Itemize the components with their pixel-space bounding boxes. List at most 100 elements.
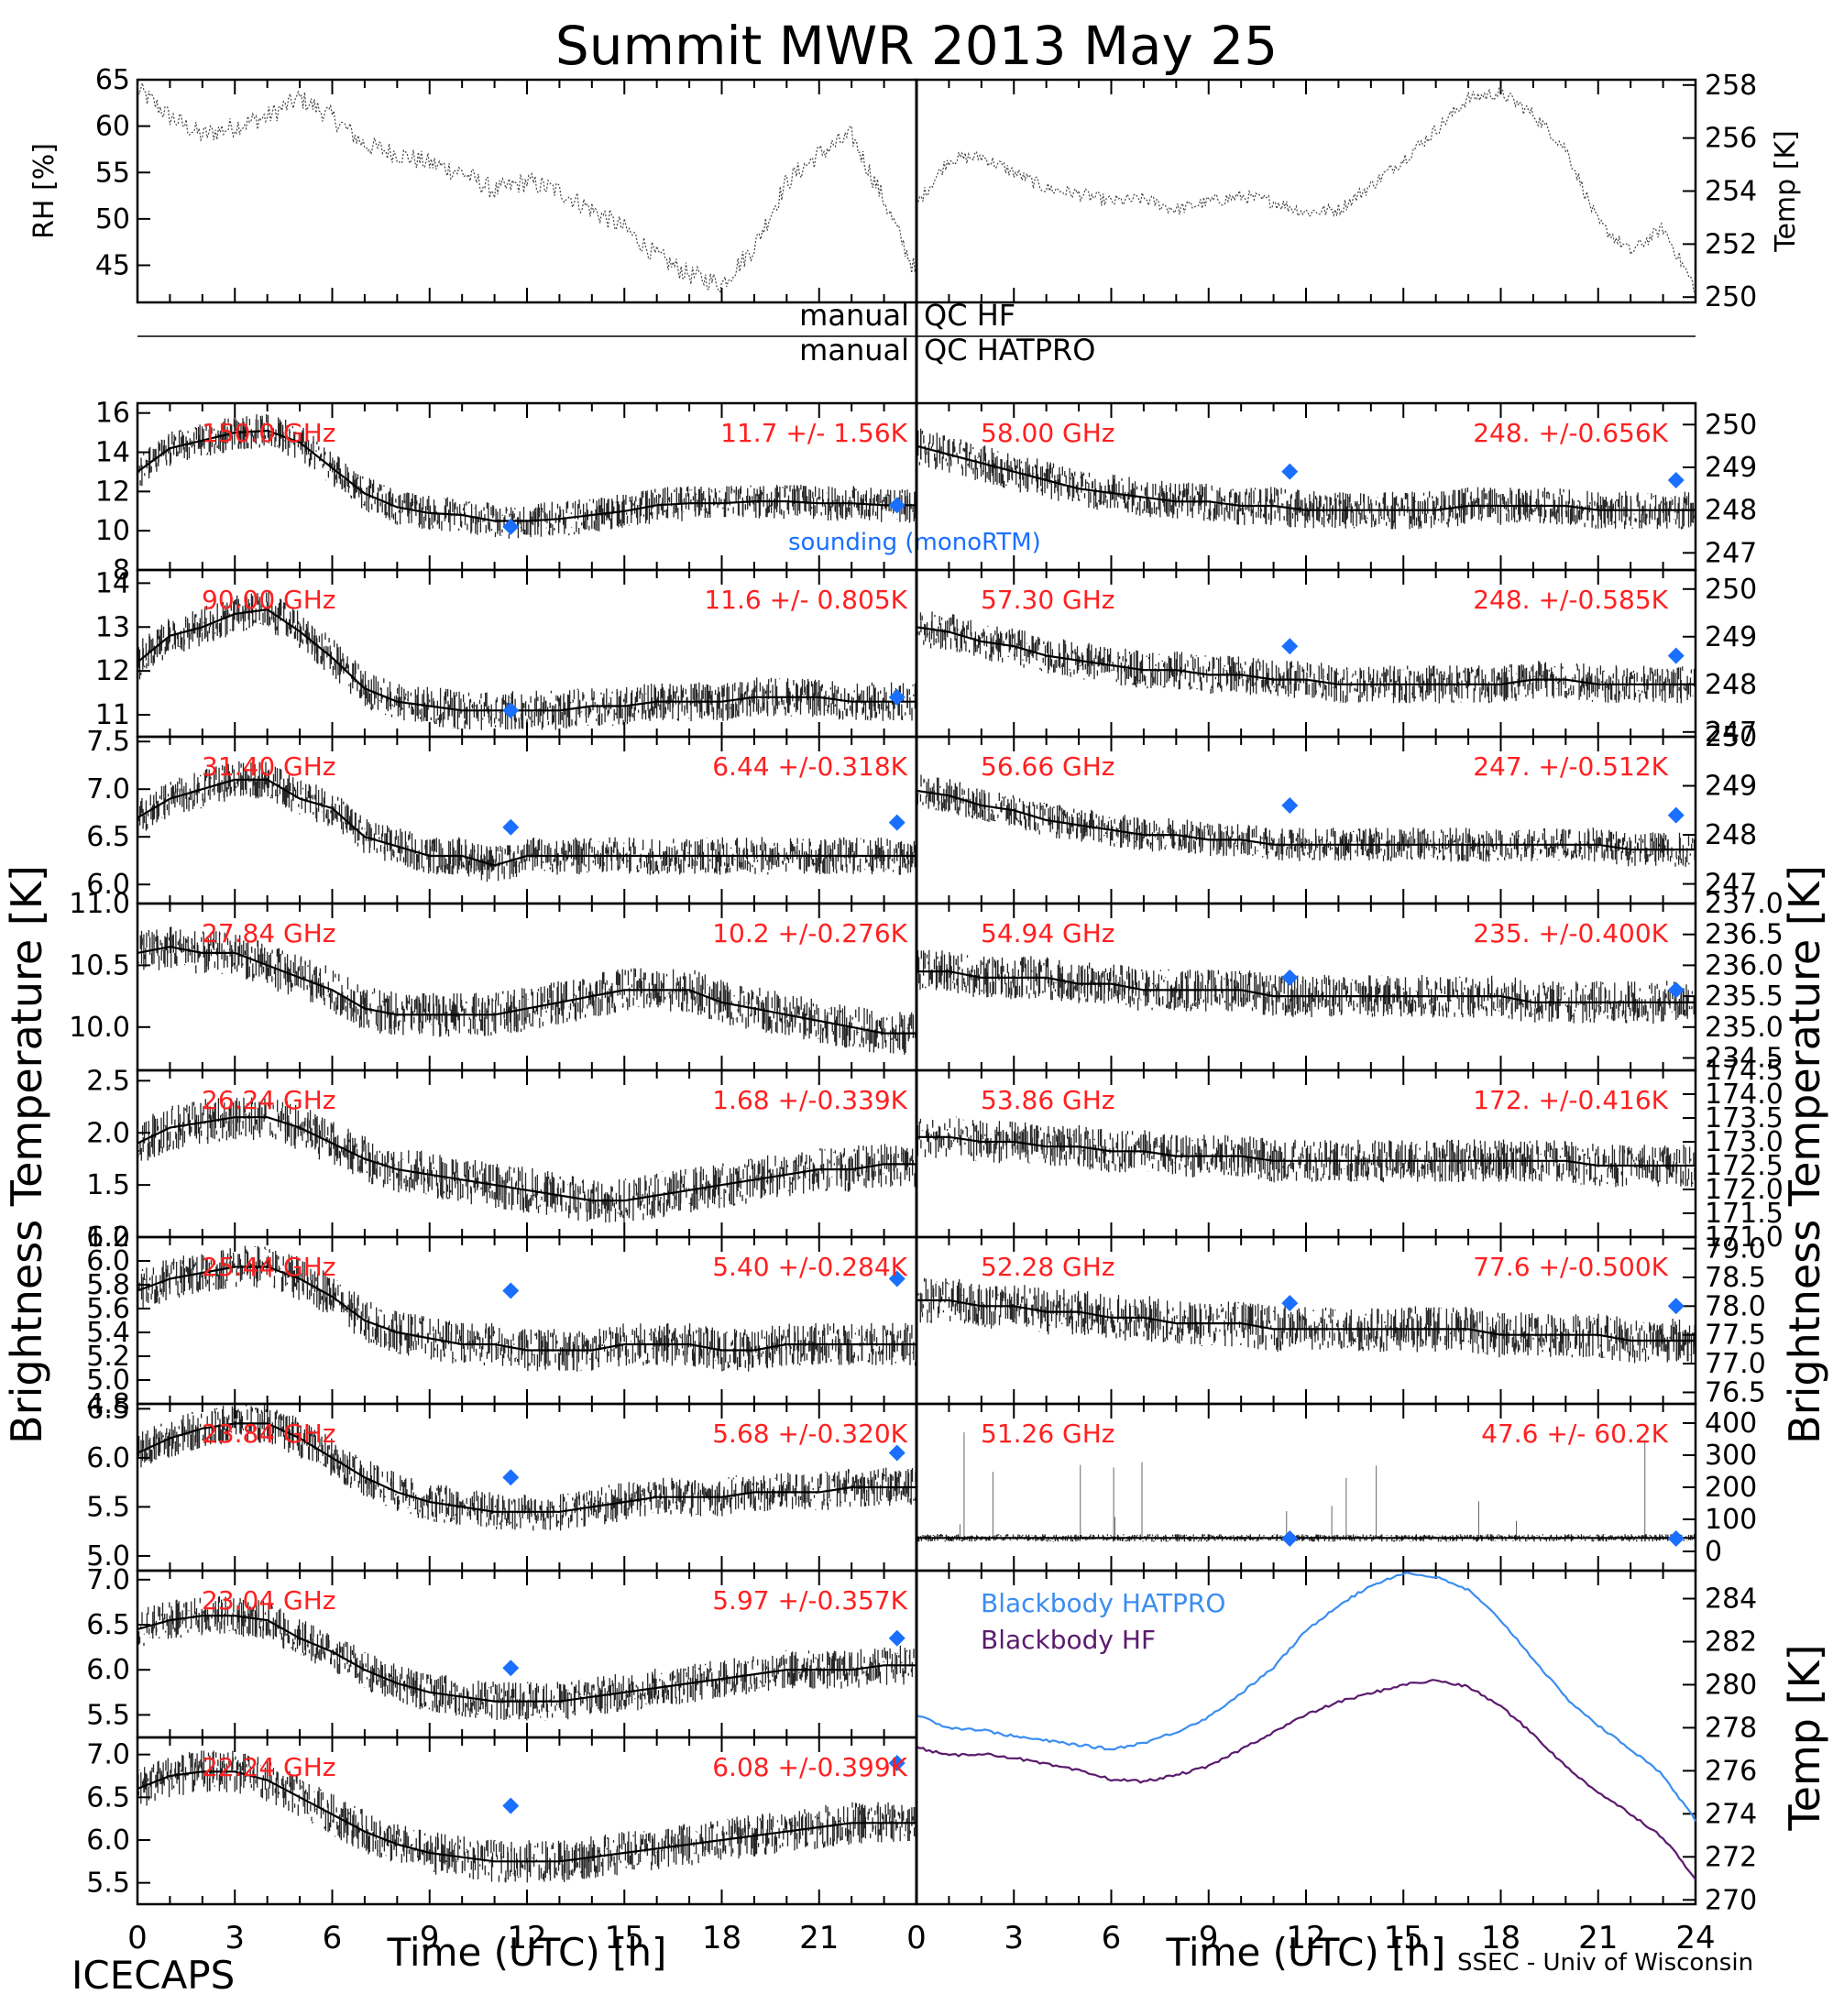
y-tick-label: 274 <box>1705 1798 1757 1830</box>
x-tick-label: 6 <box>323 1920 343 1956</box>
frequency-label: 23.84 GHz <box>202 1419 336 1449</box>
y-tick-label: 77.5 <box>1705 1320 1766 1352</box>
y-tick-label: 14 <box>95 567 130 599</box>
y-tick-label: 270 <box>1705 1884 1757 1916</box>
sounding-marker <box>1281 1530 1299 1547</box>
y-tick-label: 400 <box>1705 1408 1757 1440</box>
data-mean-line <box>137 429 916 522</box>
data-mean-line <box>137 1116 916 1202</box>
stat-label: 247. +/-0.512K <box>1473 751 1668 782</box>
y-tick-label: 248 <box>1705 669 1757 701</box>
panel-frame <box>915 1569 1697 1906</box>
y-tick-label: 247 <box>1705 717 1757 749</box>
panel-c2544: 4.85.05.25.45.65.86.06.2 25.44 GHz 5.40 +/… <box>86 1222 918 1420</box>
data-mean-line <box>916 1298 1696 1342</box>
y-tick-label: 6.5 <box>86 1393 130 1425</box>
y-tick-label: 8 <box>113 554 130 586</box>
ylabel-left: Brightness Temperature [K] <box>2 865 51 1444</box>
y-tick-label: 272 <box>1705 1841 1757 1873</box>
y-tick-label: 7.0 <box>86 1739 130 1771</box>
data-cloud <box>916 774 1696 867</box>
data-mean-line <box>916 626 1696 685</box>
y-tick-label: 171.0 <box>1705 1222 1784 1254</box>
sounding-marker <box>1281 638 1299 655</box>
data-cloud <box>916 1277 1696 1364</box>
x-tick-label: 24 <box>1675 1920 1715 1956</box>
y-tick-label: 250 <box>1705 721 1757 753</box>
y-tick-label: 6.0 <box>86 1824 130 1857</box>
x-tick-label: 18 <box>702 1920 741 1956</box>
sounding-marker <box>502 818 520 836</box>
stat-label: 6.08 +/-0.399K <box>712 1752 907 1782</box>
sounding-marker <box>1281 796 1299 814</box>
sounding-marker <box>888 814 906 831</box>
y-tick-label: 5.5 <box>86 1491 130 1523</box>
y-tick-label: 249 <box>1705 621 1757 653</box>
panel-blackbody: 270 272 274 276 278 280 282 284 Blackbody HATPRO… <box>915 1569 1829 1916</box>
stat-label: 1.68 +/-0.339K <box>712 1085 907 1115</box>
panel-frame <box>915 78 1697 304</box>
frequency-label: 57.30 GHz <box>981 585 1115 615</box>
data-mean-line <box>137 946 916 1035</box>
frequency-label: 25.44 GHz <box>202 1252 336 1282</box>
stat-label: 5.40 +/-0.284K <box>712 1252 907 1282</box>
y-tick-label: 6.0 <box>86 869 130 901</box>
qc-strip: manual QC HF manual QC HATPRO <box>137 298 1696 367</box>
y-tick-label: 235.0 <box>1705 1012 1784 1044</box>
y-tick-label: 173.5 <box>1705 1102 1784 1134</box>
y-tick-label: 236.0 <box>1705 949 1784 981</box>
data-cloud <box>916 949 1696 1024</box>
y-tick-label: 5.0 <box>86 1540 130 1572</box>
frequency-label: 58.00 GHz <box>981 418 1115 448</box>
data-mean-line <box>916 789 1696 851</box>
y-tick-label: 6.5 <box>86 821 130 853</box>
y-tick-label: 79.0 <box>1705 1233 1766 1265</box>
sounding-marker <box>502 1797 520 1814</box>
panel-c2624: 1.0 1.5 2.0 2.5 26.24 GHz 1.68 +/-0.339K <box>86 1065 918 1254</box>
y-tick-label: 5.8 <box>86 1269 130 1301</box>
x-tick-label: 3 <box>225 1920 245 1956</box>
series-line-hf <box>916 1679 1696 1880</box>
y-tick-label: 7.5 <box>86 726 130 758</box>
data-cloud <box>137 1750 916 1883</box>
y-tick-label: 247 <box>1705 869 1757 901</box>
y-tick-label: 11 <box>95 699 130 731</box>
y-tick-label: 10 <box>95 515 130 547</box>
sounding-marker <box>1667 472 1685 488</box>
stat-label: 77.6 +/-0.500K <box>1473 1252 1668 1282</box>
y-tick-label: 11.0 <box>69 888 130 920</box>
panel-c3140: 6.0 6.5 7.0 7.5 31.40 GHz 6.44 +/-0.318K <box>86 726 918 905</box>
y-tick-label: 173.0 <box>1705 1126 1784 1158</box>
y-tick-label: 16 <box>95 398 130 430</box>
frequency-label: 52.28 GHz <box>981 1252 1115 1282</box>
frequency-label: 51.26 GHz <box>981 1419 1115 1449</box>
sounding-marker <box>888 497 906 514</box>
data-cloud <box>137 761 916 882</box>
y-tick-label: 5.5 <box>86 1868 130 1900</box>
y-tick-label: 248 <box>1705 819 1757 851</box>
x-tick-label: 18 <box>1481 1920 1520 1956</box>
x-tick-label: 3 <box>1004 1920 1024 1956</box>
data-mean-line <box>916 1135 1696 1167</box>
data-mean-line <box>916 444 1696 511</box>
stat-label: 248. +/-0.656K <box>1473 418 1668 448</box>
x-tick-label: 21 <box>1578 1920 1618 1956</box>
y-tick-label: 250 <box>1705 409 1757 441</box>
y-tick-label: 6.0 <box>86 1442 130 1474</box>
y-tick-label: 45 <box>95 250 130 282</box>
y-tick-label: 249 <box>1705 771 1757 803</box>
panel-c5800: 247 248 249 250 58.00 GHz 248. +/-0.656K <box>915 401 1757 572</box>
frequency-label: 90.00 GHz <box>202 585 336 615</box>
stat-label: 172. +/-0.416K <box>1473 1085 1668 1115</box>
y-tick-label: 250 <box>1705 281 1757 313</box>
frequency-label: 23.04 GHz <box>202 1585 336 1616</box>
frequency-label: 53.86 GHz <box>981 1085 1115 1115</box>
sounding-marker <box>888 1270 906 1287</box>
y-tick-label: 256 <box>1705 123 1757 155</box>
sounding-marker <box>1667 981 1685 999</box>
y-tick-label: 258 <box>1705 70 1757 102</box>
frequency-label: 31.40 GHz <box>202 751 336 782</box>
y-tick-label: 7.0 <box>86 1564 130 1596</box>
